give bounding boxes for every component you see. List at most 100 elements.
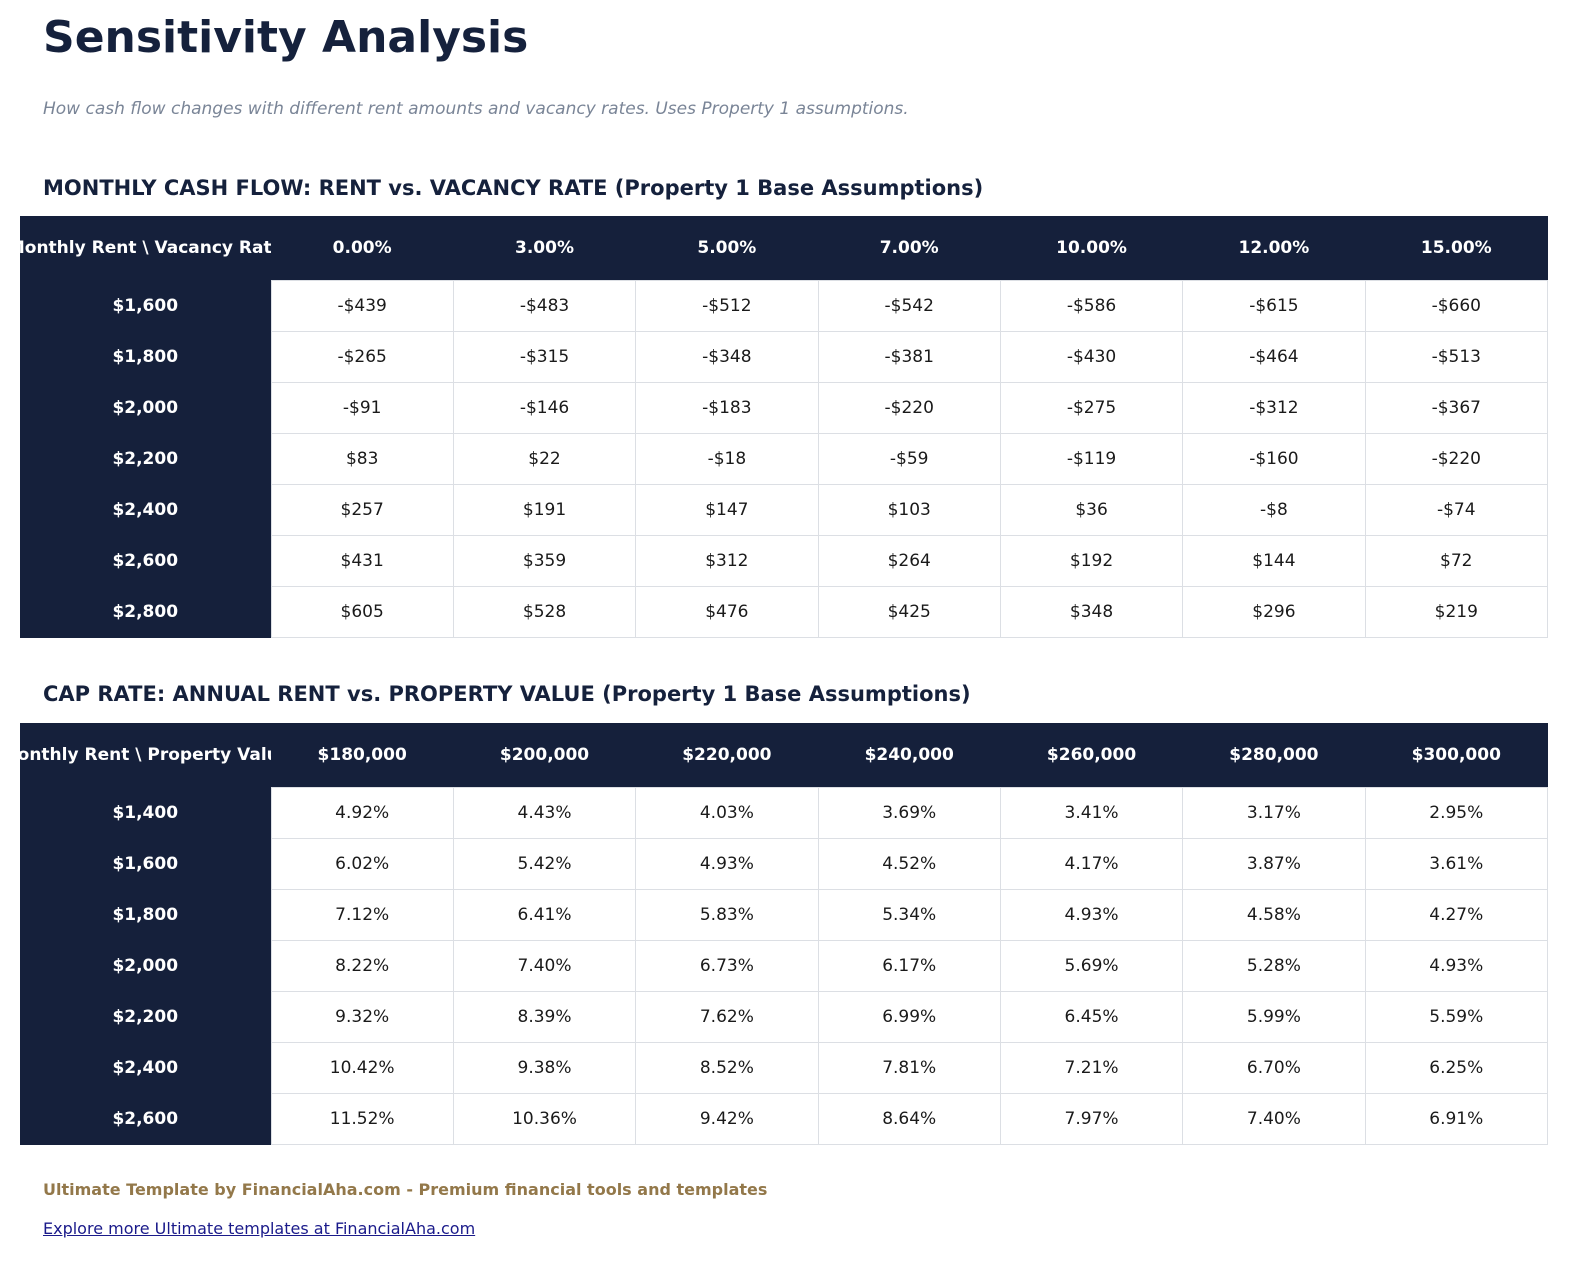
- cell: $605: [270, 586, 454, 638]
- data-row: $1,600 -$439 -$483 -$512 -$542 -$586 -$615 -$66…: [20, 280, 1549, 332]
- cell: -$18: [635, 433, 819, 485]
- data-row: $2,400 $257 $191 $147 $103 $36 -$8 -$74: [20, 484, 1549, 536]
- cell: $359: [452, 535, 637, 587]
- row-label: $2,800: [20, 586, 271, 638]
- cell: -$146: [452, 382, 637, 434]
- cell: 6.91%: [1364, 1093, 1549, 1145]
- cell: -$615: [1182, 280, 1366, 332]
- data-row: $1,800 -$265 -$315 -$348 -$381 -$430 -$464 -$51…: [20, 331, 1549, 383]
- row-label: $1,800: [20, 331, 271, 383]
- cell: 8.39%: [452, 991, 637, 1043]
- cell: 6.99%: [817, 991, 1001, 1043]
- cell: -$464: [1182, 331, 1366, 383]
- data-row: $2,600 $431 $359 $312 $264 $192 $144 $72: [20, 535, 1549, 587]
- cell: -$312: [1182, 382, 1366, 434]
- cell: $192: [999, 535, 1184, 587]
- cell: -$74: [1364, 484, 1549, 536]
- cell: 4.93%: [999, 889, 1184, 941]
- cell: -$160: [1182, 433, 1366, 485]
- column-header: 0.00%: [271, 216, 454, 281]
- cell: 8.52%: [635, 1042, 819, 1094]
- cell: 5.69%: [999, 940, 1184, 992]
- corner-header: Monthly Rent \ Vacancy Rate: [20, 216, 271, 281]
- corner-label: Monthly Rent \ Vacancy Rate: [20, 238, 271, 259]
- cell: $22: [452, 433, 637, 485]
- cell: 4.93%: [1364, 940, 1549, 992]
- sensitivity-table: Monthly Rent \ Property Value$180,000$20…: [20, 723, 1549, 1145]
- cell: -$59: [817, 433, 1001, 485]
- row-label: $2,600: [20, 535, 271, 587]
- column-header: 3.00%: [453, 216, 636, 281]
- data-row: $2,000 8.22% 7.40% 6.73% 6.17% 5.69% 5.28% 4.93…: [20, 940, 1549, 992]
- cell: 7.12%: [270, 889, 454, 941]
- cell: $219: [1364, 586, 1549, 638]
- cell: -$275: [999, 382, 1184, 434]
- data-row: $2,600 11.52% 10.36% 9.42% 8.64% 7.97% 7.40% 6.…: [20, 1093, 1549, 1145]
- cell: -$315: [452, 331, 637, 383]
- subtitle: How cash flow changes with different ren…: [43, 99, 909, 119]
- cell: 4.43%: [452, 787, 637, 839]
- cell: 2.95%: [1364, 787, 1549, 839]
- cell: 6.17%: [817, 940, 1001, 992]
- row-label: $1,800: [20, 889, 271, 941]
- cell: -$8: [1182, 484, 1366, 536]
- cell: 7.40%: [1182, 1093, 1366, 1145]
- cell: -$220: [817, 382, 1001, 434]
- column-header: 5.00%: [635, 216, 819, 281]
- column-header: 7.00%: [818, 216, 1001, 281]
- column-header: $260,000: [1000, 723, 1183, 788]
- cell: -$513: [1364, 331, 1549, 383]
- data-row: $2,200 9.32% 8.39% 7.62% 6.99% 6.45% 5.99% 5.59…: [20, 991, 1549, 1043]
- row-label: $1,600: [20, 280, 271, 332]
- cell: $431: [270, 535, 454, 587]
- row-label: $2,200: [20, 991, 271, 1043]
- cell: 8.22%: [270, 940, 454, 992]
- cell: 9.32%: [270, 991, 454, 1043]
- cell: 4.58%: [1182, 889, 1366, 941]
- cell: -$220: [1364, 433, 1549, 485]
- footer-brand: Ultimate Template by FinancialAha.com - …: [43, 1180, 768, 1199]
- cell: 4.03%: [635, 787, 819, 839]
- cell: $348: [999, 586, 1184, 638]
- cell: $528: [452, 586, 637, 638]
- footer-link[interactable]: Explore more Ultimate templates at Finan…: [43, 1219, 476, 1238]
- cell: 6.25%: [1364, 1042, 1549, 1094]
- cell: $476: [635, 586, 819, 638]
- column-header: $280,000: [1182, 723, 1366, 788]
- cell: $191: [452, 484, 637, 536]
- cell: 10.42%: [270, 1042, 454, 1094]
- cell: $425: [817, 586, 1001, 638]
- cell: 3.61%: [1364, 838, 1549, 890]
- cell: $72: [1364, 535, 1549, 587]
- column-header: $220,000: [635, 723, 819, 788]
- cell: 4.27%: [1364, 889, 1549, 941]
- cell: -$430: [999, 331, 1184, 383]
- cell: $264: [817, 535, 1001, 587]
- cell: 6.70%: [1182, 1042, 1366, 1094]
- row-label: $2,000: [20, 940, 271, 992]
- cell: $257: [270, 484, 454, 536]
- row-label: $2,600: [20, 1093, 271, 1145]
- cell: 4.93%: [635, 838, 819, 890]
- cell: -$512: [635, 280, 819, 332]
- cell: -$542: [817, 280, 1001, 332]
- data-row: $2,800 $605 $528 $476 $425 $348 $296 $219: [20, 586, 1549, 638]
- cell: -$348: [635, 331, 819, 383]
- cell: -$586: [999, 280, 1184, 332]
- row-label: $2,400: [20, 1042, 271, 1094]
- data-row: $1,400 4.92% 4.43% 4.03% 3.69% 3.41% 3.17% 2.95…: [20, 787, 1549, 839]
- cell: $147: [635, 484, 819, 536]
- cell: 9.38%: [452, 1042, 637, 1094]
- cell: 7.62%: [635, 991, 819, 1043]
- column-header: 12.00%: [1182, 216, 1366, 281]
- data-row: $2,400 10.42% 9.38% 8.52% 7.81% 7.21% 6.70% 6.2…: [20, 1042, 1549, 1094]
- cell: 5.34%: [817, 889, 1001, 941]
- cell: 4.92%: [270, 787, 454, 839]
- cell: 3.17%: [1182, 787, 1366, 839]
- data-row: $2,200 $83 $22 -$18 -$59 -$119 -$160 -$220: [20, 433, 1549, 485]
- column-header: $180,000: [271, 723, 454, 788]
- cell: 9.42%: [635, 1093, 819, 1145]
- row-label: $2,000: [20, 382, 271, 434]
- cell: 10.36%: [452, 1093, 637, 1145]
- column-header: 15.00%: [1365, 216, 1548, 281]
